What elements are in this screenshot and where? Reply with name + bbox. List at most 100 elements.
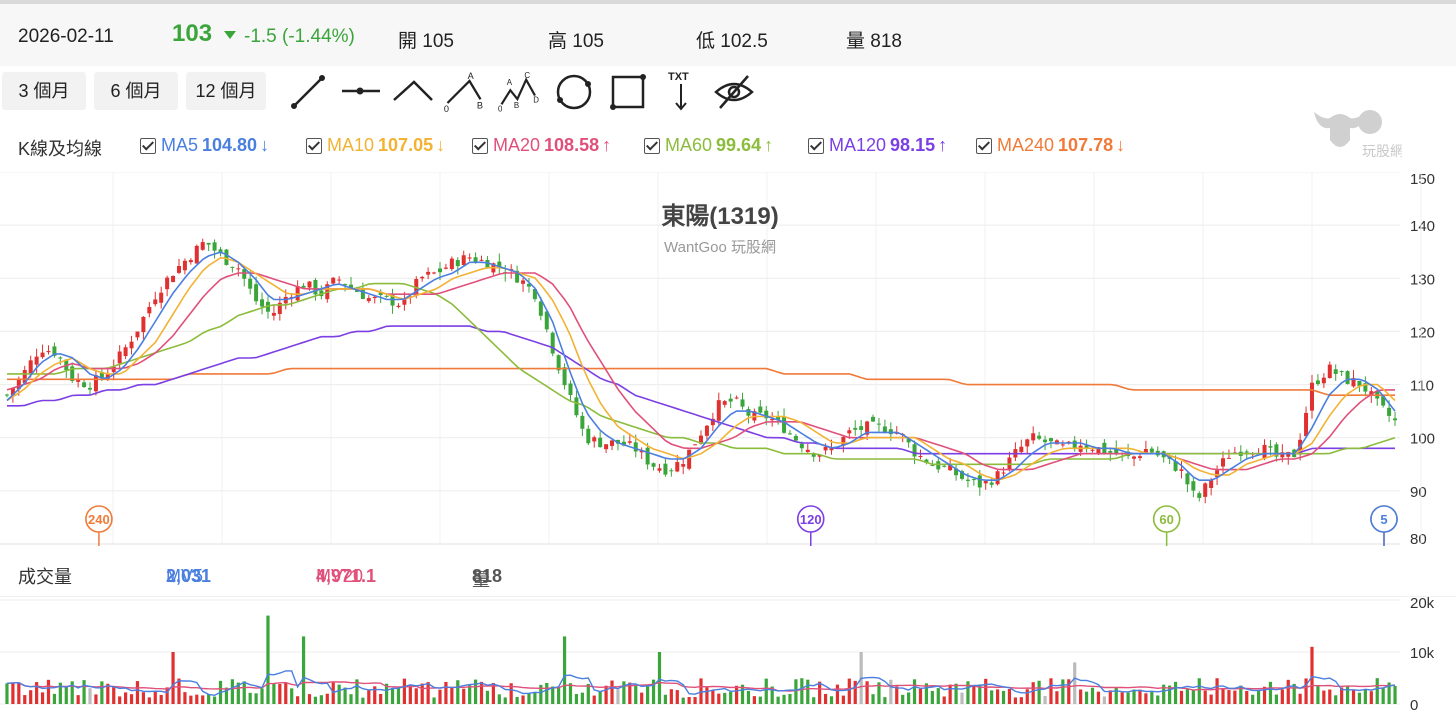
volume-bar (224, 687, 229, 704)
candle-body (437, 268, 442, 273)
candle-body (1031, 433, 1036, 441)
mv20-line (6, 681, 1396, 692)
candle-body (746, 409, 751, 416)
volume-bar (1387, 682, 1391, 704)
horizontal-line-tool-icon[interactable] (338, 70, 382, 114)
volume-bar (29, 690, 33, 704)
vol-arrow-icon: ↓ (475, 566, 484, 586)
hide-eye-icon[interactable] (712, 70, 756, 114)
candle-body (1221, 458, 1226, 467)
volume-bar (1156, 695, 1160, 704)
candle-body (1060, 444, 1065, 446)
candle-body (793, 435, 798, 441)
volume-bar (1221, 688, 1225, 704)
period-12m-button[interactable]: 12 個月 (186, 72, 266, 110)
volume-bar (1007, 689, 1012, 704)
circle-tool-icon[interactable] (552, 70, 596, 114)
volume-bar (337, 684, 341, 704)
volume-bar (818, 681, 822, 704)
volume-bar (562, 636, 567, 704)
candle-body (135, 331, 140, 338)
ma60-toggle[interactable]: MA60 99.64 ↑ (644, 135, 773, 156)
ma120-toggle[interactable]: MA120 98.15 ↑ (808, 135, 947, 156)
candle-body (948, 464, 953, 471)
volume-bar (35, 682, 39, 704)
checkbox-icon[interactable] (808, 138, 824, 154)
y-tick-label: 80 (1410, 531, 1427, 546)
candle-body (1025, 439, 1030, 447)
abc-pattern-tool-icon[interactable]: A B 0 (442, 70, 486, 114)
wantgoo-logo: 玩股網 (1314, 110, 1402, 159)
mv20-arrow-icon: ↓ (319, 566, 328, 586)
checkbox-icon[interactable] (306, 138, 322, 154)
abcd-pattern-tool-icon[interactable]: A B C D 0 (498, 70, 542, 114)
volume-bar (11, 682, 15, 704)
checkbox-icon[interactable] (976, 138, 992, 154)
candle-body (989, 482, 994, 485)
candle-body (764, 410, 769, 419)
candle-body (770, 419, 775, 421)
volume-bar (468, 685, 472, 704)
volume-bar (723, 692, 727, 704)
angle-tool-icon[interactable] (390, 70, 434, 114)
line-tool-icon[interactable] (286, 70, 330, 114)
candle-body (1339, 371, 1344, 373)
volume-bar (1393, 685, 1397, 704)
candle-body (1072, 440, 1077, 448)
volume-bar (622, 681, 626, 704)
ma240-toggle[interactable]: MA240 107.78 ↓ (976, 135, 1125, 156)
candle-body (960, 471, 965, 479)
volume-bar (598, 691, 602, 704)
candle-body (117, 351, 122, 364)
volume-bar (865, 681, 869, 704)
candle-body (912, 444, 917, 457)
volume-bar (100, 681, 104, 704)
candle-body (396, 305, 401, 308)
candle-body (141, 316, 146, 333)
chart-title: 東陽(1319) (661, 203, 778, 230)
candle-body (675, 462, 680, 472)
volume-bar (1262, 686, 1267, 704)
candle-body (1369, 391, 1374, 396)
volume-bar (1310, 646, 1314, 704)
candle-body (841, 436, 846, 446)
volume-legend: 成交量 MV5 2,031 ↓ MV20 4,971.1 ↓ 量 818 ↓ (0, 560, 1456, 590)
checkbox-icon[interactable] (140, 138, 156, 154)
checkbox-icon[interactable] (472, 138, 488, 154)
ma5-toggle[interactable]: MA5 104.80 ↓ (140, 135, 269, 156)
tool-label-txt: TXT (668, 71, 689, 83)
candle-body (206, 242, 211, 245)
ma10-toggle[interactable]: MA10 107.05 ↓ (306, 135, 445, 156)
candle-body (443, 267, 448, 269)
volume-bar (23, 695, 27, 704)
text-tool-icon[interactable]: TXT (660, 70, 704, 114)
candle-body (627, 441, 632, 443)
period-3m-button[interactable]: 3 個月 (2, 72, 86, 110)
volume-bar (118, 696, 122, 704)
candle-body (1209, 480, 1214, 489)
candle-body (918, 456, 923, 458)
candle-body (521, 280, 526, 284)
volume-bar (930, 690, 934, 704)
candle-body (366, 298, 371, 302)
mv20-value: 4,971.1 (316, 566, 377, 586)
volume-bar (604, 685, 608, 704)
candle-body (123, 347, 128, 357)
period-6m-button[interactable]: 6 個月 (94, 72, 178, 110)
volume-bar (729, 691, 733, 704)
checkbox-icon[interactable] (644, 138, 660, 154)
rectangle-tool-icon[interactable] (606, 70, 650, 114)
volume-bar (1090, 687, 1095, 704)
ma20-toggle[interactable]: MA20 108.58 ↑ (472, 135, 611, 156)
candle-body (1244, 451, 1249, 453)
volume-bar (159, 694, 163, 704)
candle-body (515, 270, 520, 283)
volume-bar (290, 688, 294, 704)
volume-bar (895, 686, 899, 704)
volume-bar (1138, 689, 1142, 704)
candle-body (248, 278, 253, 289)
candle-body (681, 464, 686, 467)
volume-bar (746, 690, 751, 704)
candle-body (847, 430, 852, 434)
volume-bar (1013, 697, 1017, 704)
